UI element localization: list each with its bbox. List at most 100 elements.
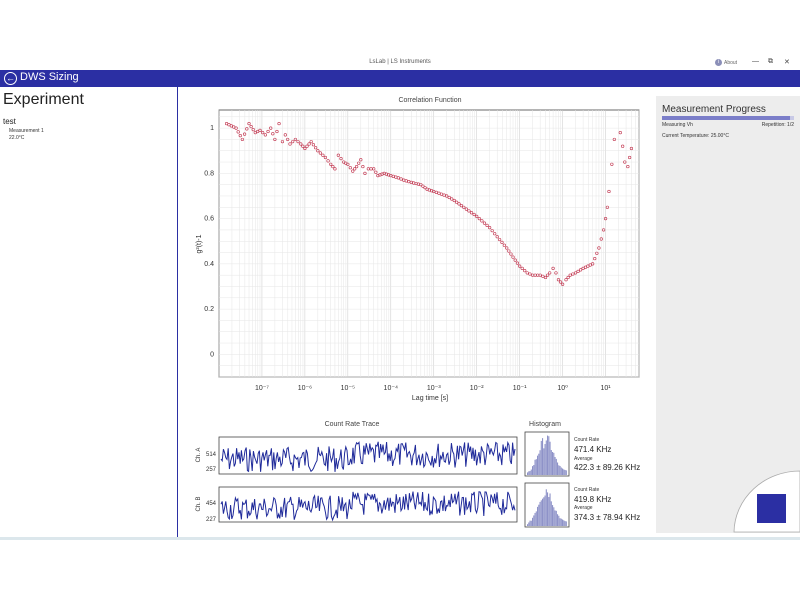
data-point	[286, 137, 290, 142]
back-arrow-icon[interactable]: ←	[4, 72, 17, 85]
histogram-bar	[559, 465, 561, 475]
minimize-button[interactable]: —	[752, 58, 759, 65]
data-point	[462, 205, 466, 209]
histogram-bar	[543, 497, 545, 526]
data-point	[355, 164, 359, 169]
app-header: ← DWS Sizing	[0, 70, 800, 87]
histogram-bar	[564, 469, 566, 475]
histogram-bar	[544, 444, 546, 475]
histogram-bar	[563, 469, 565, 475]
histogram-title: Histogram	[529, 421, 561, 428]
histogram-bar	[538, 504, 540, 526]
data-point	[502, 243, 506, 247]
data-point	[472, 212, 476, 217]
data-point	[331, 164, 335, 169]
data-point	[561, 282, 565, 286]
data-point	[452, 198, 456, 203]
measurement-progress-panel: Measurement Progress Measuring Vh Repeti…	[656, 96, 800, 533]
data-point	[245, 127, 249, 131]
data-point	[603, 217, 608, 221]
histogram-bar	[557, 514, 559, 526]
data-point	[488, 226, 492, 230]
x-tick-label: 10⁻⁷	[255, 385, 269, 392]
histogram-bar	[543, 448, 545, 475]
ch-b-tick-high: 454	[206, 501, 217, 507]
experiment-name[interactable]: test	[3, 117, 16, 126]
x-tick-label: 10⁻⁴	[384, 385, 399, 392]
data-point	[556, 278, 561, 282]
data-point	[271, 132, 275, 136]
data-point	[595, 251, 599, 255]
progress-status: Measuring Vh	[662, 122, 693, 128]
data-point	[339, 157, 343, 161]
data-point	[482, 221, 487, 225]
data-point	[578, 268, 583, 272]
data-point	[485, 223, 489, 227]
data-point	[251, 128, 255, 132]
x-tick-label: 10⁰	[557, 384, 568, 392]
histogram-bar	[547, 492, 549, 526]
histogram-bar	[558, 465, 560, 475]
data-point	[301, 144, 305, 148]
histogram-bar	[540, 500, 542, 526]
histogram-bar	[562, 519, 564, 526]
histogram-bar	[553, 452, 555, 475]
x-tick-label: 10⁻⁵	[341, 385, 355, 392]
data-point	[326, 159, 330, 163]
data-point	[236, 130, 240, 134]
histogram-bar	[535, 459, 537, 475]
y-tick-label: 0.6	[204, 216, 214, 223]
data-point	[500, 240, 504, 244]
data-point	[597, 246, 601, 250]
ch-a-count-rate-label: Count Rate	[574, 437, 600, 443]
progress-repetition: Repetition: 1/2	[761, 122, 794, 128]
about-button[interactable]: i About	[715, 59, 737, 66]
correlation-y-label: g²(t)-1	[196, 234, 203, 253]
info-icon: i	[715, 59, 722, 66]
histogram-bar	[545, 489, 547, 526]
data-point	[288, 142, 292, 146]
measurement-item[interactable]: Measurement 1	[9, 128, 44, 134]
data-point	[374, 170, 378, 174]
x-tick-label: 10⁻³	[427, 385, 441, 392]
correlation-title: Correlation Function	[398, 97, 461, 104]
data-point	[607, 189, 611, 194]
restore-button[interactable]: ⧉	[768, 58, 773, 65]
data-point	[249, 124, 253, 129]
data-point	[477, 217, 481, 221]
data-point	[336, 153, 340, 157]
data-point	[475, 214, 479, 218]
data-point	[464, 207, 468, 211]
y-tick-label: 1	[210, 125, 214, 132]
histogram-bar	[555, 458, 557, 475]
histogram-bar	[528, 522, 530, 526]
data-point	[372, 167, 376, 171]
data-point	[538, 273, 542, 277]
data-point	[599, 237, 603, 241]
histogram-b-bars	[527, 489, 567, 526]
data-point	[568, 273, 572, 277]
data-point	[515, 261, 520, 265]
ch-a-tick-low: 257	[206, 467, 217, 473]
data-point	[566, 275, 570, 280]
experiment-heading: Experiment	[3, 91, 84, 108]
data-point	[511, 255, 515, 259]
ch-a-average-label: Average	[574, 456, 593, 462]
histogram-bar	[534, 512, 536, 526]
data-point	[329, 162, 333, 166]
histogram-bar	[557, 462, 559, 475]
histogram-bar	[528, 471, 530, 475]
histogram-bar	[550, 450, 552, 475]
histogram-bar	[560, 518, 562, 526]
histogram-bar	[560, 467, 562, 475]
data-point	[554, 271, 558, 275]
stop-button[interactable]	[757, 494, 786, 523]
x-tick-label: 10¹	[601, 385, 612, 392]
histogram-bar	[542, 498, 544, 526]
close-button[interactable]: ✕	[784, 59, 790, 66]
data-point	[293, 137, 297, 142]
data-point	[626, 164, 630, 169]
data-point	[490, 229, 494, 233]
count-rate-title: Count Rate Trace	[325, 421, 380, 428]
